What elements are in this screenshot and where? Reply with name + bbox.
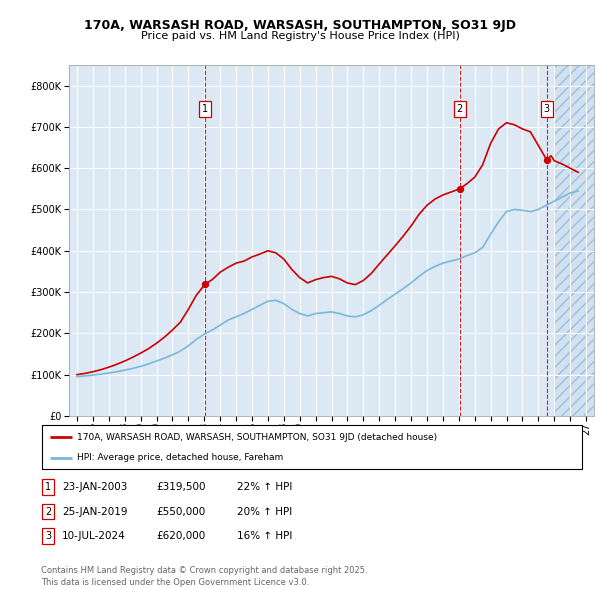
Point xyxy=(455,184,464,194)
Point xyxy=(542,155,551,165)
Text: 2: 2 xyxy=(457,104,463,114)
Text: 3: 3 xyxy=(45,532,51,541)
Text: 20% ↑ HPI: 20% ↑ HPI xyxy=(237,507,292,516)
Text: Price paid vs. HM Land Registry's House Price Index (HPI): Price paid vs. HM Land Registry's House … xyxy=(140,31,460,41)
Text: 10-JUL-2024: 10-JUL-2024 xyxy=(62,532,125,541)
Text: 16% ↑ HPI: 16% ↑ HPI xyxy=(237,532,292,541)
Bar xyxy=(554,65,594,416)
Point xyxy=(200,279,210,289)
Text: £319,500: £319,500 xyxy=(156,482,205,491)
Text: £620,000: £620,000 xyxy=(156,532,205,541)
Text: 22% ↑ HPI: 22% ↑ HPI xyxy=(237,482,292,491)
Text: 1: 1 xyxy=(45,482,51,491)
Text: HPI: Average price, detached house, Fareham: HPI: Average price, detached house, Fare… xyxy=(77,454,283,463)
Text: 2: 2 xyxy=(45,507,51,516)
Bar xyxy=(554,65,594,416)
Text: 23-JAN-2003: 23-JAN-2003 xyxy=(62,482,127,491)
Text: £550,000: £550,000 xyxy=(156,507,205,516)
Text: 3: 3 xyxy=(544,104,550,114)
Text: Contains HM Land Registry data © Crown copyright and database right 2025.
This d: Contains HM Land Registry data © Crown c… xyxy=(41,566,367,587)
Text: 170A, WARSASH ROAD, WARSASH, SOUTHAMPTON, SO31 9JD (detached house): 170A, WARSASH ROAD, WARSASH, SOUTHAMPTON… xyxy=(77,432,437,442)
Text: 1: 1 xyxy=(202,104,208,114)
Text: 25-JAN-2019: 25-JAN-2019 xyxy=(62,507,127,516)
Text: 170A, WARSASH ROAD, WARSASH, SOUTHAMPTON, SO31 9JD: 170A, WARSASH ROAD, WARSASH, SOUTHAMPTON… xyxy=(84,19,516,32)
